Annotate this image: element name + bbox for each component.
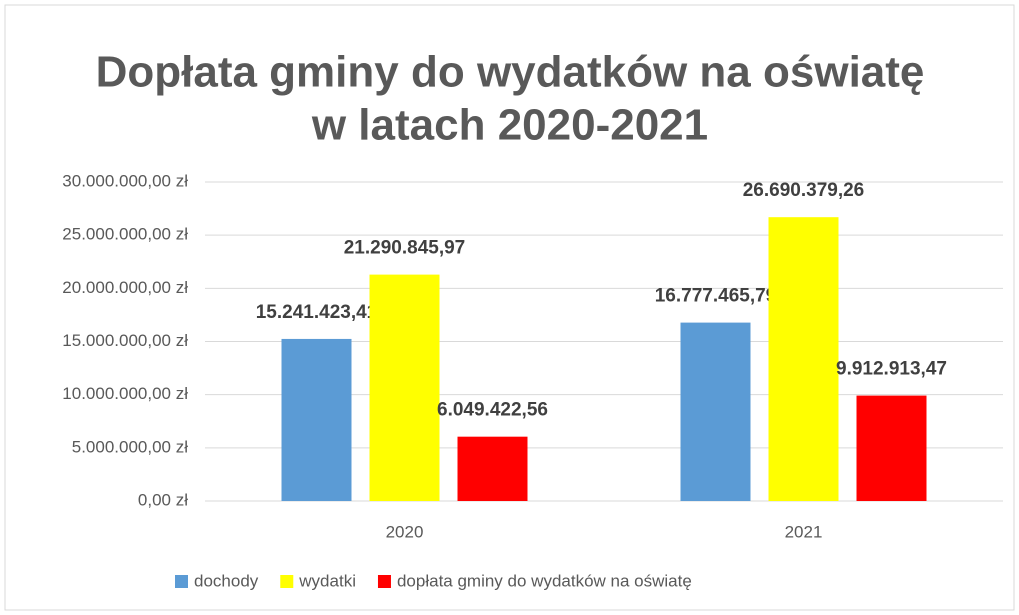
x-tick-label: 2021 bbox=[785, 522, 823, 541]
y-tick-label: 25.000.000,00 zł bbox=[62, 225, 188, 244]
y-tick-label: 10.000.000,00 zł bbox=[62, 384, 188, 403]
y-tick-label: 5.000.000,00 zł bbox=[72, 437, 188, 456]
y-tick-label: 20.000.000,00 zł bbox=[62, 278, 188, 297]
chart-title: w latach 2020-2021 bbox=[311, 101, 708, 150]
value-label: 21.290.845,97 bbox=[344, 238, 466, 259]
legend-label: dopłata gminy do wydatków na oświatę bbox=[397, 571, 692, 590]
bar bbox=[369, 274, 440, 501]
bar bbox=[680, 322, 751, 501]
value-label: 26.690.379,26 bbox=[743, 180, 865, 201]
bar bbox=[856, 395, 927, 501]
legend-label: wydatki bbox=[298, 571, 356, 590]
bar bbox=[281, 338, 352, 501]
y-tick-label: 15.000.000,00 zł bbox=[62, 331, 188, 350]
value-label: 9.912.913,47 bbox=[836, 359, 947, 380]
value-label: 6.049.422,56 bbox=[437, 400, 548, 421]
legend-swatch bbox=[280, 575, 294, 588]
value-label: 15.241.423,41 bbox=[256, 302, 378, 323]
y-tick-label: 30.000.000,00 zł bbox=[62, 171, 188, 190]
legend-label: dochody bbox=[194, 571, 259, 590]
bar bbox=[768, 217, 839, 501]
chart-border bbox=[4, 4, 1015, 611]
legend-swatch bbox=[175, 575, 188, 588]
legend-swatch bbox=[377, 575, 391, 588]
bar bbox=[457, 436, 528, 501]
y-tick-label: 0,00 zł bbox=[138, 490, 188, 509]
chart-title: Dopłata gminy do wydatków na oświatę bbox=[96, 48, 925, 97]
value-label: 16.777.465,79 bbox=[655, 286, 777, 307]
x-tick-label: 2020 bbox=[386, 522, 424, 541]
